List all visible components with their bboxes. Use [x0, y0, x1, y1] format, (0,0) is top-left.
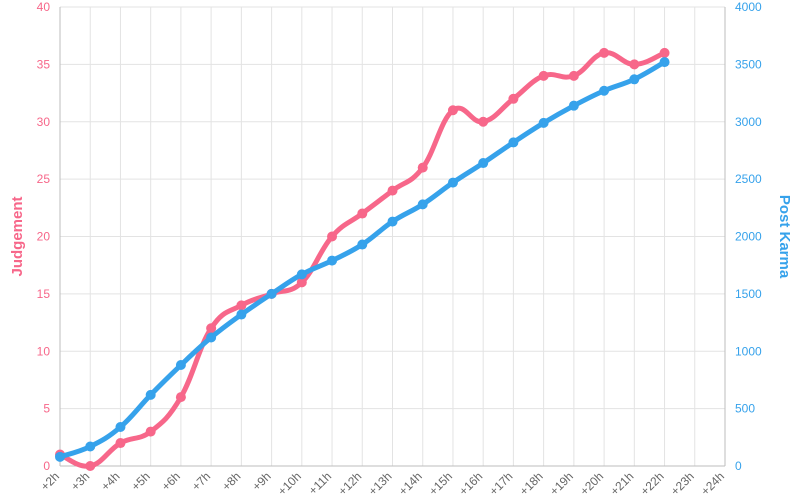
- data-point[interactable]: [115, 421, 126, 432]
- data-point[interactable]: [659, 47, 670, 58]
- left-tick-label: 35: [37, 57, 51, 71]
- x-tick-label: +13h: [366, 469, 395, 498]
- data-point[interactable]: [296, 269, 307, 280]
- left-tick-label: 20: [37, 230, 51, 244]
- data-point[interactable]: [417, 199, 428, 210]
- grid: [59, 6, 726, 467]
- x-tick-label: +12h: [335, 469, 364, 498]
- data-point[interactable]: [115, 438, 126, 449]
- data-point[interactable]: [447, 105, 458, 116]
- data-point[interactable]: [508, 93, 519, 104]
- data-point[interactable]: [568, 100, 579, 111]
- x-tick-label: +2h: [38, 469, 62, 493]
- x-tick-label: +4h: [98, 469, 122, 493]
- data-point[interactable]: [145, 426, 156, 437]
- data-point[interactable]: [447, 177, 458, 188]
- right-tick-label: 3500: [735, 57, 762, 71]
- x-axis-ticks: +2h +3h +4h +5h +6h +7h +8h +9h +10h +11h +12h +13h…: [38, 469, 727, 498]
- x-tick-label: +6h: [159, 469, 183, 493]
- data-point[interactable]: [85, 461, 96, 471]
- x-tick-label: +24h: [698, 469, 727, 498]
- data-point[interactable]: [387, 185, 398, 196]
- left-tick-label: 40: [37, 0, 51, 14]
- data-point[interactable]: [327, 231, 338, 242]
- data-point[interactable]: [206, 332, 217, 343]
- left-tick-label: 0: [43, 459, 50, 473]
- right-y-axis-ticks: 0 500 1000 1500 2000 2500 3000 3500 4000: [735, 0, 762, 473]
- x-tick-label: +22h: [638, 469, 667, 498]
- data-point[interactable]: [508, 137, 519, 148]
- x-tick-label: +9h: [249, 469, 273, 493]
- x-tick-label: +11h: [306, 469, 334, 497]
- x-tick-label: +17h: [487, 469, 516, 498]
- data-point[interactable]: [236, 309, 247, 320]
- data-point[interactable]: [175, 392, 186, 403]
- x-tick-label: +15h: [426, 469, 455, 498]
- x-tick-label: +5h: [129, 469, 153, 493]
- left-tick-label: 25: [37, 172, 51, 186]
- left-tick-label: 10: [37, 344, 51, 358]
- right-tick-label: 1500: [735, 287, 762, 301]
- x-tick-label: +19h: [547, 469, 576, 498]
- series-post-karma: [55, 57, 670, 462]
- x-tick-label: +10h: [275, 469, 304, 498]
- data-point[interactable]: [266, 288, 277, 299]
- left-tick-label: 5: [43, 402, 50, 416]
- right-tick-label: 1000: [735, 344, 762, 358]
- x-tick-label: +18h: [517, 469, 546, 498]
- right-tick-label: 2000: [735, 230, 762, 244]
- x-tick-label: +20h: [577, 469, 606, 498]
- data-point[interactable]: [478, 158, 489, 169]
- data-point[interactable]: [175, 360, 186, 371]
- right-axis-title: Post Karma: [776, 195, 793, 279]
- x-tick-label: +8h: [219, 469, 243, 493]
- x-tick-label: +7h: [189, 469, 213, 493]
- left-axis-title: Judgement: [9, 196, 26, 276]
- data-point[interactable]: [357, 239, 368, 250]
- right-tick-label: 3000: [735, 115, 762, 129]
- data-point[interactable]: [85, 441, 96, 452]
- data-point[interactable]: [599, 47, 610, 58]
- right-tick-label: 2500: [735, 172, 762, 186]
- data-point[interactable]: [206, 323, 217, 334]
- x-tick-label: +14h: [396, 469, 425, 498]
- data-point[interactable]: [145, 389, 156, 400]
- series: [55, 47, 670, 471]
- x-tick-label: +21h: [607, 469, 636, 498]
- left-tick-label: 15: [37, 287, 51, 301]
- data-point[interactable]: [55, 451, 65, 462]
- data-point[interactable]: [538, 70, 549, 81]
- data-point[interactable]: [629, 59, 640, 70]
- data-point[interactable]: [629, 74, 640, 85]
- data-point[interactable]: [478, 116, 489, 127]
- data-point[interactable]: [387, 216, 398, 227]
- left-tick-label: 30: [37, 115, 51, 129]
- data-point[interactable]: [599, 85, 610, 96]
- data-point[interactable]: [357, 208, 368, 219]
- right-tick-label: 4000: [735, 0, 762, 14]
- left-y-axis-ticks: 0 5 10 15 20 25 30 35 40: [37, 0, 51, 473]
- x-tick-label: +16h: [456, 469, 485, 498]
- data-point[interactable]: [327, 255, 338, 266]
- axes: [59, 7, 726, 467]
- right-tick-label: 500: [735, 402, 755, 416]
- x-tick-label: +3h: [68, 469, 92, 493]
- x-tick-label: +23h: [668, 469, 697, 498]
- data-point[interactable]: [296, 277, 307, 288]
- right-tick-label: 0: [735, 459, 742, 473]
- data-point[interactable]: [568, 70, 579, 81]
- data-point[interactable]: [538, 117, 549, 128]
- data-point[interactable]: [417, 162, 428, 173]
- data-point[interactable]: [236, 300, 247, 311]
- data-point[interactable]: [659, 57, 670, 68]
